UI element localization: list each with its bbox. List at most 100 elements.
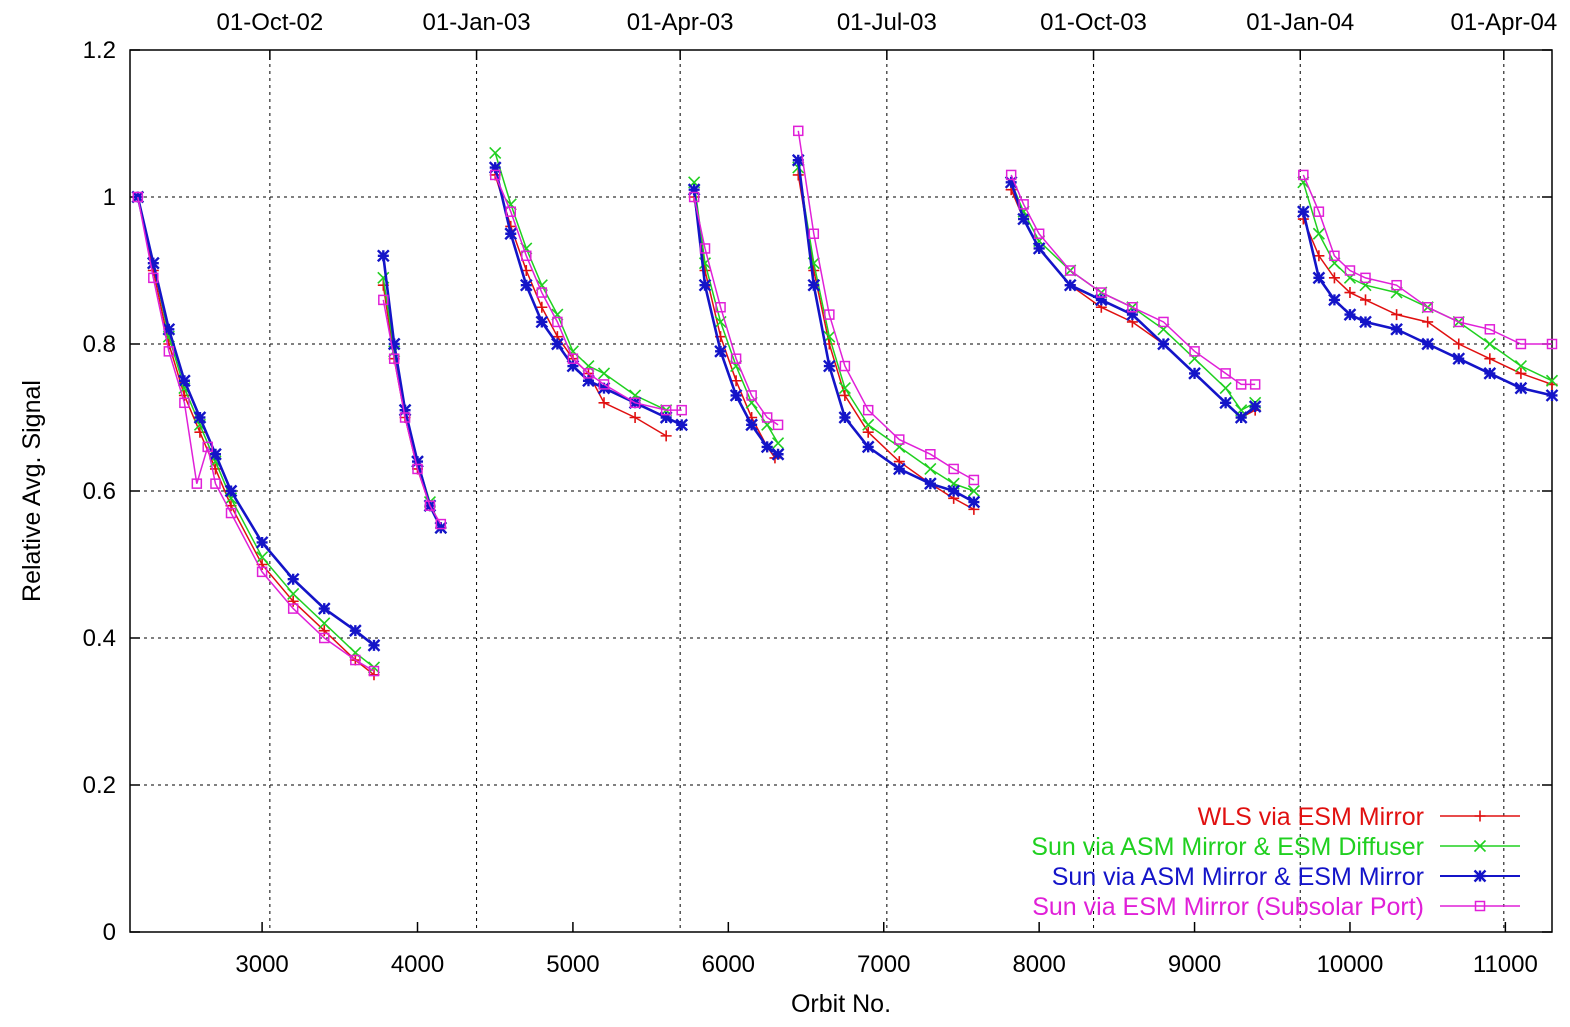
- data-point: [808, 228, 820, 239]
- data-point: [488, 161, 502, 174]
- data-point: [1360, 272, 1371, 284]
- y-tick-label: 1: [103, 184, 116, 211]
- top-axis-date-label: 01-Apr-04: [1450, 9, 1557, 36]
- data-point: [132, 191, 144, 203]
- y-tick-label: 1.2: [83, 37, 116, 64]
- data-point: [1296, 205, 1310, 219]
- data-point: [202, 441, 213, 453]
- data-point: [551, 337, 564, 351]
- y-axis-title: Relative Avg. Signal: [18, 380, 46, 602]
- series-line: [1010, 174, 1256, 386]
- data-point: [892, 462, 906, 476]
- data-point: [1188, 352, 1201, 365]
- data-point: [839, 389, 851, 401]
- data-point: [924, 462, 937, 476]
- top-axis-date-label: 01-Oct-02: [217, 9, 324, 36]
- data-point: [318, 617, 331, 630]
- legend-label: Sun via ASM Mirror & ESM Diffuser: [1031, 833, 1424, 861]
- data-point: [489, 146, 502, 159]
- data-point: [411, 455, 424, 468]
- data-point: [146, 256, 160, 270]
- data-point: [287, 603, 299, 614]
- data-point: [772, 419, 784, 431]
- data-point: [1157, 337, 1170, 351]
- data-point: [1421, 337, 1435, 351]
- data-point: [388, 353, 400, 364]
- data-point: [583, 368, 594, 379]
- data-point: [1422, 302, 1433, 313]
- data-point: [1313, 206, 1325, 217]
- x-tick-label: 8000: [1012, 951, 1065, 978]
- data-point: [1328, 272, 1340, 284]
- data-point: [968, 474, 980, 486]
- data-point: [318, 625, 330, 637]
- data-point: [1158, 316, 1169, 328]
- x-tick-label: 10000: [1317, 951, 1384, 978]
- data-point: [1483, 337, 1496, 351]
- data-point: [1453, 338, 1465, 350]
- data-point: [1391, 279, 1402, 291]
- series-line: [1302, 211, 1553, 397]
- data-point: [1127, 302, 1138, 313]
- data-point: [191, 478, 203, 489]
- y-tick-label: 0.4: [83, 625, 116, 652]
- series-layer: [131, 125, 1559, 681]
- data-point: [535, 279, 548, 292]
- series-line: [797, 167, 975, 492]
- series-4: [132, 125, 1558, 677]
- series-line: [797, 130, 975, 481]
- top-axis-date-label: 01-Jan-03: [423, 9, 531, 36]
- data-point: [348, 624, 362, 637]
- data-point: [435, 518, 447, 530]
- grid-layer: [130, 50, 1552, 932]
- data-point: [1188, 367, 1201, 380]
- data-point: [675, 418, 689, 432]
- data-point: [676, 404, 687, 416]
- data-point: [862, 404, 874, 416]
- series-line: [382, 299, 442, 525]
- data-point: [1515, 367, 1527, 379]
- data-point: [598, 379, 610, 390]
- data-point: [1312, 227, 1325, 240]
- data-point: [967, 495, 981, 509]
- series-line: [1302, 218, 1553, 386]
- data-point: [1312, 271, 1326, 285]
- series-line: [693, 182, 779, 444]
- data-point: [1005, 169, 1017, 181]
- data-point: [162, 322, 176, 336]
- data-point: [210, 478, 221, 489]
- x-tick-label: 6000: [702, 951, 755, 978]
- data-point: [1390, 286, 1403, 299]
- series-line: [494, 174, 667, 437]
- data-point: [566, 359, 580, 373]
- data-point: [1017, 212, 1030, 226]
- data-point: [793, 125, 804, 137]
- y-tick-label: 0: [103, 919, 116, 946]
- data-point: [791, 153, 805, 167]
- data-point: [1546, 338, 1558, 350]
- data-point: [1235, 379, 1247, 390]
- data-point: [839, 360, 851, 372]
- data-point: [424, 500, 436, 511]
- data-point: [597, 367, 611, 380]
- y-tick-label: 0.8: [83, 331, 116, 358]
- data-point: [1249, 379, 1261, 390]
- legend-label: WLS via ESM Mirror: [1198, 803, 1424, 831]
- series-line: [137, 196, 375, 668]
- data-point: [536, 301, 548, 313]
- series-line: [494, 174, 682, 411]
- data-point: [287, 595, 299, 607]
- data-point: [1329, 250, 1340, 262]
- data-point: [629, 412, 641, 423]
- data-point: [1297, 176, 1310, 189]
- data-point: [1514, 359, 1527, 373]
- data-point: [163, 346, 175, 357]
- data-point: [824, 309, 835, 320]
- data-point: [745, 418, 758, 432]
- data-point: [1359, 315, 1372, 329]
- data-point: [398, 403, 412, 417]
- legend-marker: [1474, 900, 1486, 912]
- series-line: [1302, 174, 1552, 345]
